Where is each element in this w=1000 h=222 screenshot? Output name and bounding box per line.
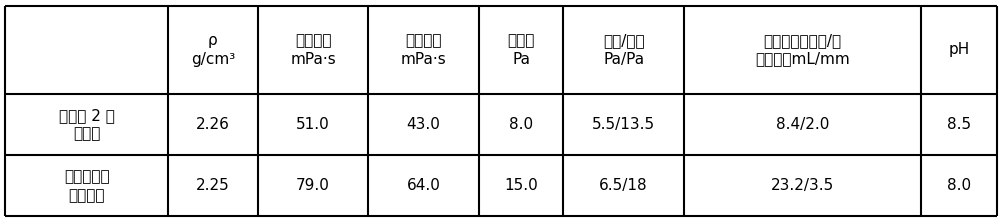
Text: 2.25: 2.25	[196, 178, 230, 193]
Text: 塑性粘度
mPa·s: 塑性粘度 mPa·s	[401, 33, 446, 67]
Text: 8.0: 8.0	[947, 178, 971, 193]
Text: 15.0: 15.0	[504, 178, 538, 193]
Text: 8.0: 8.0	[509, 117, 533, 132]
Text: ρ
g/cm³: ρ g/cm³	[191, 33, 235, 67]
Text: 实施例 2 的
钒井液: 实施例 2 的 钒井液	[59, 108, 115, 141]
Text: 23.2/3.5: 23.2/3.5	[771, 178, 834, 193]
Text: 51.0: 51.0	[296, 117, 330, 132]
Text: 64.0: 64.0	[407, 178, 441, 193]
Text: 5.5/13.5: 5.5/13.5	[592, 117, 655, 132]
Text: 6.5/18: 6.5/18	[599, 178, 648, 193]
Text: 高温高压滤失量/泥
饼厚度，mL/mm: 高温高压滤失量/泥 饼厚度，mL/mm	[755, 33, 850, 67]
Text: 8.5: 8.5	[947, 117, 971, 132]
Text: 初切/终切
Pa/Pa: 初切/终切 Pa/Pa	[603, 33, 644, 67]
Text: 2.26: 2.26	[196, 117, 230, 132]
Text: 8.4/2.0: 8.4/2.0	[776, 117, 829, 132]
Text: 43.0: 43.0	[407, 117, 441, 132]
Text: pH: pH	[948, 42, 970, 57]
Text: 动切力
Pa: 动切力 Pa	[507, 33, 535, 67]
Text: 79.0: 79.0	[296, 178, 330, 193]
Text: 饱和盐水碗
化钒井液: 饱和盐水碗 化钒井液	[64, 169, 109, 203]
Text: 表观粘度
mPa·s: 表观粘度 mPa·s	[290, 33, 336, 67]
